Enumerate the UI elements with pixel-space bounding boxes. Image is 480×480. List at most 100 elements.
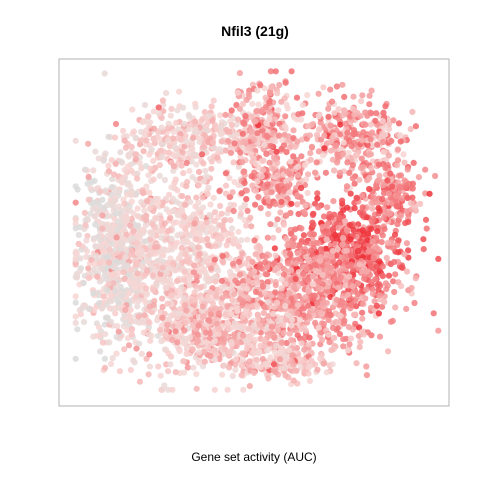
data-point [290,361,297,368]
data-point [200,143,207,150]
data-point [158,124,165,131]
data-point [128,215,135,222]
data-point [382,103,389,110]
data-point [311,292,318,299]
data-point [315,204,322,211]
data-point [116,368,123,375]
data-point [92,148,99,155]
data-point [374,228,381,235]
data-point [93,252,100,259]
data-point [379,117,386,125]
data-point [423,225,430,232]
data-point [314,366,321,373]
data-point [403,208,410,215]
data-point [113,234,120,241]
data-point [401,251,408,258]
data-point [304,189,311,197]
data-point [335,224,342,231]
data-point [293,94,301,101]
data-point [319,272,326,279]
data-point [92,212,99,219]
data-point [186,122,193,129]
data-point [216,146,223,153]
data-point [245,325,252,332]
data-point [239,159,246,166]
data-point [130,128,137,135]
data-point [352,152,359,159]
data-point [201,348,208,355]
data-point [81,209,88,216]
data-point [221,362,228,369]
data-point [272,282,279,289]
data-point [306,313,313,320]
data-point [409,180,416,187]
data-point [326,339,333,346]
data-point [211,217,218,225]
data-point [203,122,210,129]
data-point [72,313,79,320]
data-point [134,270,141,277]
data-point [308,121,315,128]
data-point [211,145,218,152]
data-point [264,347,271,354]
data-point [179,149,186,156]
data-point [141,272,148,279]
data-point [104,301,111,308]
data-point [118,292,125,299]
data-point [95,233,102,240]
data-point [133,260,140,267]
data-point [214,267,222,274]
data-point [274,216,281,223]
data-point [189,346,196,353]
data-point [85,140,92,147]
data-point [105,280,112,288]
data-point [155,363,162,370]
data-point [303,266,310,273]
data-point [385,348,392,355]
data-point [385,272,393,279]
data-point [356,176,363,183]
data-point [349,162,356,169]
data-point [242,113,249,120]
data-point [350,311,358,318]
data-point [174,262,181,269]
data-point [161,346,169,353]
data-point [196,251,203,258]
data-point [247,214,254,221]
data-point [321,132,328,139]
data-point [422,166,429,173]
data-point [312,169,319,176]
data-point [329,248,336,255]
data-point [387,318,395,325]
data-point [395,237,402,244]
data-point [395,120,403,127]
data-point [229,189,236,196]
data-point [125,153,132,160]
data-point [301,208,308,215]
data-point [238,372,245,379]
data-point [109,221,116,228]
data-point [143,183,150,190]
data-point [272,252,279,259]
data-point [324,204,331,211]
data-point [117,239,124,246]
data-point [288,308,295,315]
data-point [280,329,287,337]
data-point [227,149,234,156]
data-point [208,224,215,231]
data-point [356,209,364,216]
data-point [373,302,380,309]
data-point [166,209,173,216]
data-point [200,223,207,230]
data-point [129,326,136,333]
data-point [284,260,291,267]
data-point [359,204,366,211]
data-point [282,280,289,288]
data-point [139,226,146,233]
data-point [195,206,202,213]
data-point [233,131,241,138]
data-point [107,233,114,240]
data-point [380,149,387,156]
data-point [167,112,174,119]
data-point [343,183,351,190]
